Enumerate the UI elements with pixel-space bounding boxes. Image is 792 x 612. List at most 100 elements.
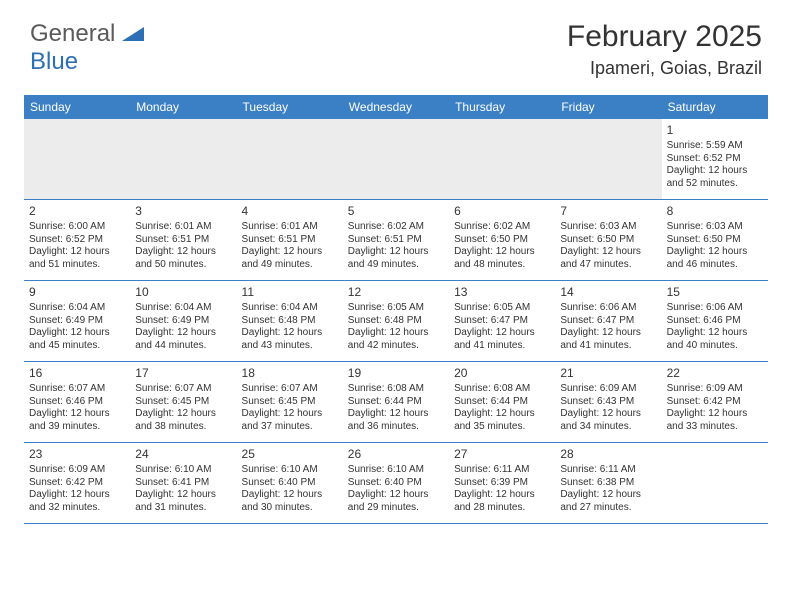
daylight-text: Daylight: 12 hours and 29 minutes. [348,489,444,514]
sunset-text: Sunset: 6:48 PM [242,315,338,328]
sunrise-text: Sunrise: 6:05 AM [454,302,550,315]
week-row: 2Sunrise: 6:00 AMSunset: 6:52 PMDaylight… [24,200,768,281]
sunset-text: Sunset: 6:39 PM [454,477,550,490]
daylight-text: Daylight: 12 hours and 37 minutes. [242,408,338,433]
day-number: 8 [667,204,763,219]
sunrise-text: Sunrise: 6:04 AM [29,302,125,315]
daylight-text: Daylight: 12 hours and 31 minutes. [135,489,231,514]
sunrise-text: Sunrise: 6:07 AM [29,383,125,396]
sunset-text: Sunset: 6:52 PM [29,234,125,247]
day-cell: 14 Sunrise: 6:06 AMSunset: 6:47 PMDayligh… [555,281,661,361]
day-number: 14 [560,285,656,300]
day-number: 7 [560,204,656,219]
day-cell [24,119,130,199]
day-cell: 11Sunrise: 6:04 AMSunset: 6:48 PMDayligh… [237,281,343,361]
day-cell: 26Sunrise: 6:10 AMSunset: 6:40 PMDayligh… [343,443,449,523]
sunrise-text: Sunrise: 6:05 AM [348,302,444,315]
month-title: February 2025 [567,20,762,54]
sunset-text: Sunset: 6:38 PM [560,477,656,490]
sunset-text: Sunset: 6:44 PM [348,396,444,409]
sunset-text: Sunset: 6:49 PM [29,315,125,328]
week-row: 1 Sunrise: 5:59 AMSunset: 6:52 PMDaylight… [24,119,768,200]
sunrise-text: Sunrise: 6:03 AM [560,221,656,234]
day-cell: 25Sunrise: 6:10 AMSunset: 6:40 PMDayligh… [237,443,343,523]
daylight-text: Daylight: 12 hours and 52 minutes. [667,165,763,190]
day-number: 4 [242,204,338,219]
day-cell [130,119,236,199]
sunset-text: Sunset: 6:49 PM [135,315,231,328]
sunset-text: Sunset: 6:51 PM [135,234,231,247]
dayname-row: SundayMondayTuesdayWednesdayThursdayFrid… [24,95,768,119]
sunrise-text: Sunrise: 6:06 AM [560,302,656,315]
day-cell: 13Sunrise: 6:05 AMSunset: 6:47 PMDayligh… [449,281,555,361]
location: Ipameri, Goias, Brazil [567,58,762,79]
daylight-text: Daylight: 12 hours and 44 minutes. [135,327,231,352]
daylight-text: Daylight: 12 hours and 49 minutes. [242,246,338,271]
day-number: 16 [29,366,125,381]
day-cell: 1 Sunrise: 5:59 AMSunset: 6:52 PMDaylight… [662,119,768,199]
sunrise-text: Sunrise: 6:04 AM [242,302,338,315]
sunset-text: Sunset: 6:47 PM [560,315,656,328]
daylight-text: Daylight: 12 hours and 45 minutes. [29,327,125,352]
daylight-text: Daylight: 12 hours and 50 minutes. [135,246,231,271]
daylight-text: Daylight: 12 hours and 47 minutes. [560,246,656,271]
day-cell: 12Sunrise: 6:05 AMSunset: 6:48 PMDayligh… [343,281,449,361]
sunrise-text: Sunrise: 6:09 AM [29,464,125,477]
daylight-text: Daylight: 12 hours and 38 minutes. [135,408,231,433]
day-cell [555,119,661,199]
week-row: 9Sunrise: 6:04 AMSunset: 6:49 PMDaylight… [24,281,768,362]
day-cell [237,119,343,199]
day-cell [449,119,555,199]
week-row: 23Sunrise: 6:09 AMSunset: 6:42 PMDayligh… [24,443,768,524]
day-cell: 8Sunrise: 6:03 AMSunset: 6:50 PMDaylight… [662,200,768,280]
dayname: Sunday [24,95,130,119]
day-number: 1 [667,123,763,138]
dayname: Tuesday [237,95,343,119]
sunrise-text: Sunrise: 5:59 AM [667,140,763,153]
sunrise-text: Sunrise: 6:10 AM [348,464,444,477]
day-number: 13 [454,285,550,300]
day-cell: 28Sunrise: 6:11 AMSunset: 6:38 PMDayligh… [555,443,661,523]
day-number: 28 [560,447,656,462]
logo-triangle-icon [122,27,144,41]
day-cell: 9 Sunrise: 6:04 AMSunset: 6:49 PMDaylight… [24,281,130,361]
sunrise-text: Sunrise: 6:01 AM [135,221,231,234]
day-number: 21 [560,366,656,381]
sunset-text: Sunset: 6:44 PM [454,396,550,409]
header: General Blue February 2025 Ipameri, Goia… [0,0,792,89]
day-number: 20 [454,366,550,381]
daylight-text: Daylight: 12 hours and 27 minutes. [560,489,656,514]
day-number: 27 [454,447,550,462]
sunset-text: Sunset: 6:52 PM [667,153,763,166]
daylight-text: Daylight: 12 hours and 48 minutes. [454,246,550,271]
dayname: Saturday [662,95,768,119]
dayname: Friday [555,95,661,119]
sunset-text: Sunset: 6:51 PM [242,234,338,247]
daylight-text: Daylight: 12 hours and 41 minutes. [454,327,550,352]
daylight-text: Daylight: 12 hours and 41 minutes. [560,327,656,352]
day-number: 11 [242,285,338,300]
sunrise-text: Sunrise: 6:04 AM [135,302,231,315]
sunset-text: Sunset: 6:46 PM [29,396,125,409]
sunset-text: Sunset: 6:41 PM [135,477,231,490]
daylight-text: Daylight: 12 hours and 46 minutes. [667,246,763,271]
daylight-text: Daylight: 12 hours and 39 minutes. [29,408,125,433]
daylight-text: Daylight: 12 hours and 33 minutes. [667,408,763,433]
day-number: 6 [454,204,550,219]
day-number: 24 [135,447,231,462]
sunset-text: Sunset: 6:43 PM [560,396,656,409]
day-cell: 23Sunrise: 6:09 AMSunset: 6:42 PMDayligh… [24,443,130,523]
day-number: 2 [29,204,125,219]
sunrise-text: Sunrise: 6:08 AM [348,383,444,396]
calendar: SundayMondayTuesdayWednesdayThursdayFrid… [24,95,768,524]
daylight-text: Daylight: 12 hours and 34 minutes. [560,408,656,433]
day-number: 3 [135,204,231,219]
daylight-text: Daylight: 12 hours and 51 minutes. [29,246,125,271]
logo-word-1: General [30,20,115,47]
day-number: 19 [348,366,444,381]
daylight-text: Daylight: 12 hours and 30 minutes. [242,489,338,514]
day-number: 9 [29,285,125,300]
day-cell: 21Sunrise: 6:09 AMSunset: 6:43 PMDayligh… [555,362,661,442]
day-cell [662,443,768,523]
day-cell: 16 Sunrise: 6:07 AMSunset: 6:46 PMDayligh… [24,362,130,442]
